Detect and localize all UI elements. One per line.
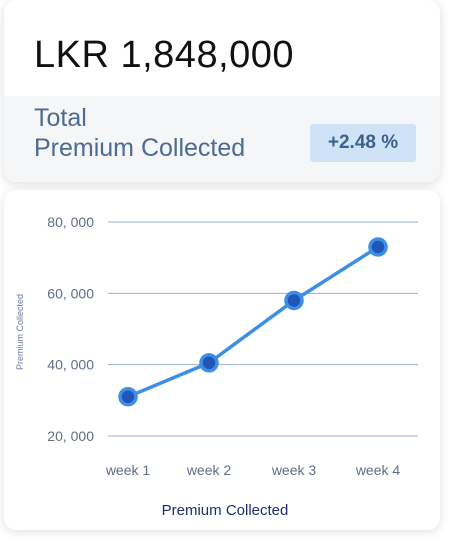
x-axis-label: Premium Collected bbox=[162, 502, 289, 519]
x-tick-label: week 1 bbox=[105, 462, 151, 478]
y-tick-label: 80, 000 bbox=[47, 214, 94, 230]
summary-label-line-2: Premium Collected bbox=[34, 134, 246, 162]
x-tick-label: week 2 bbox=[186, 462, 232, 478]
y-tick-label: 20, 000 bbox=[47, 428, 94, 444]
y-tick-label: 60, 000 bbox=[47, 285, 94, 301]
summary-label-line-1: Total bbox=[34, 104, 87, 132]
total-amount: LKR 1,848,000 bbox=[34, 34, 295, 76]
data-point[interactable] bbox=[118, 387, 138, 407]
summary-card: LKR 1,848,000 Total Premium Collected +2… bbox=[4, 0, 440, 182]
y-axis-label: Premium Collected bbox=[15, 294, 25, 370]
x-tick-label: week 4 bbox=[355, 462, 401, 478]
line-chart: 20, 000 40, 000 60, 000 80, 000 Premium Coll… bbox=[15, 214, 418, 519]
data-point[interactable] bbox=[368, 237, 388, 257]
y-tick-label: 40, 000 bbox=[47, 357, 94, 373]
data-point[interactable] bbox=[199, 353, 219, 373]
series-line bbox=[126, 245, 380, 399]
x-tick-label: week 3 bbox=[271, 462, 317, 478]
chart-card: 20, 000 40, 000 60, 000 80, 000 Premium Coll… bbox=[4, 190, 440, 530]
data-point[interactable] bbox=[284, 290, 304, 311]
change-badge: +2.48 % bbox=[310, 124, 416, 162]
